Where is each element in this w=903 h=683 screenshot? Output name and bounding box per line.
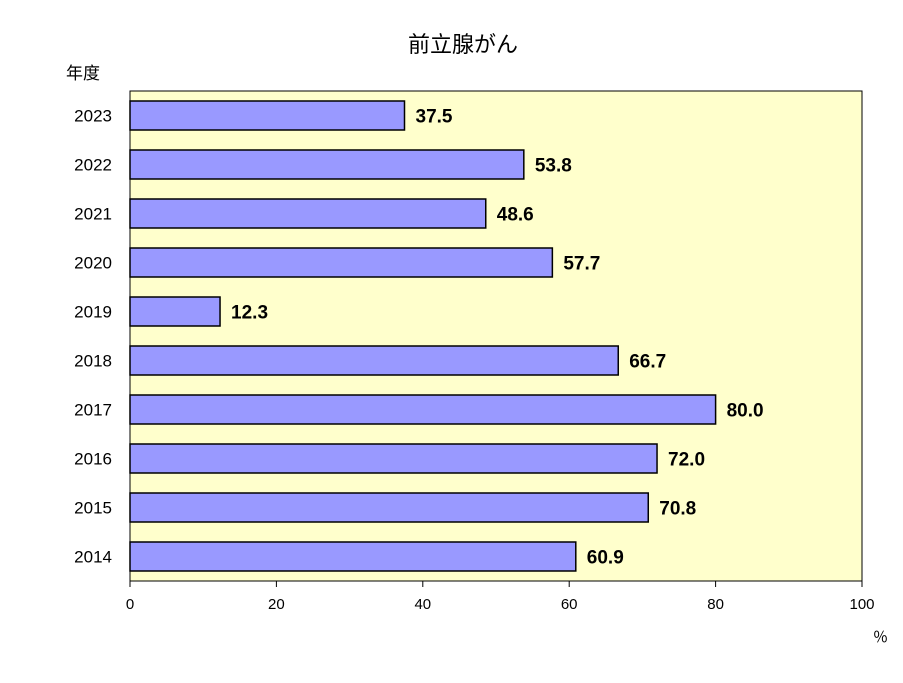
category-label-2018: 2018 [74, 352, 112, 371]
bar-2023 [129, 100, 406, 131]
value-label-2016: 72.0 [668, 450, 705, 471]
x-tick-label-0: 0 [126, 596, 134, 613]
value-label-2018: 66.7 [629, 352, 666, 373]
bar-2016 [129, 443, 658, 474]
bar-2015 [129, 492, 650, 523]
value-label-2023: 37.5 [416, 107, 453, 128]
value-label-2021: 48.6 [497, 205, 534, 226]
bar-2020 [129, 247, 554, 278]
unit-label: ％ [873, 628, 888, 646]
category-label-2021: 2021 [74, 205, 112, 224]
chart-title: 前立腺がん [408, 33, 518, 58]
y-axis-label: 年度 [66, 64, 100, 84]
x-tick-label-80: 80 [707, 596, 724, 613]
value-label-2015: 70.8 [659, 499, 696, 520]
category-label-2017: 2017 [74, 401, 112, 420]
category-label-2015: 2015 [74, 499, 112, 518]
x-tick-label-40: 40 [414, 596, 431, 613]
category-label-2023: 2023 [74, 107, 112, 126]
category-label-2014: 2014 [74, 548, 112, 567]
value-label-2017: 80.0 [727, 401, 764, 422]
bar-2014 [129, 541, 577, 572]
value-label-2019: 12.3 [231, 303, 268, 324]
value-label-2022: 53.8 [535, 156, 572, 177]
x-tick-label-60: 60 [561, 596, 578, 613]
category-labels: 2023 2022 2021 2020 2019 2018 2017 2016 2015 2014 [74, 107, 112, 567]
value-label-2020: 57.7 [563, 254, 600, 275]
bar-2021 [129, 198, 487, 229]
x-tick-label-20: 20 [268, 596, 285, 613]
bar-2017 [129, 394, 717, 425]
bar-2022 [129, 149, 525, 180]
x-axis-ticks: 0 20 40 60 80 100 [126, 581, 875, 613]
category-label-2022: 2022 [74, 156, 112, 175]
value-label-2014: 60.9 [587, 548, 624, 569]
category-label-2016: 2016 [74, 450, 112, 469]
category-label-2019: 2019 [74, 303, 112, 322]
bars: 37.5 53.8 48.6 57.7 12.3 66.7 80.0 72.0 70.8 60.9 [129, 100, 764, 572]
bar-2019 [129, 296, 221, 327]
x-tick-label-100: 100 [849, 596, 874, 613]
bar-2018 [129, 345, 619, 376]
category-label-2020: 2020 [74, 254, 112, 273]
